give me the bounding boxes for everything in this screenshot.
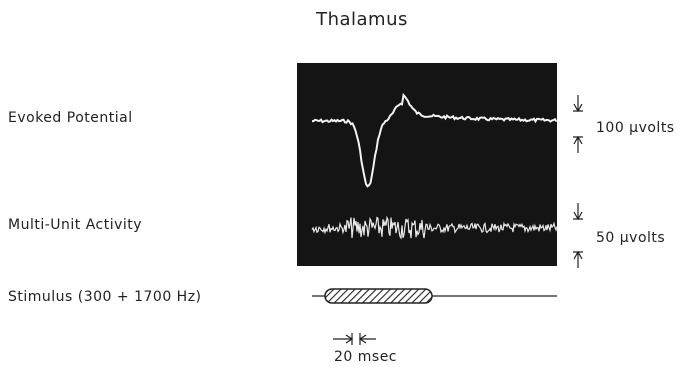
scale-label: 50 μvolts	[596, 230, 665, 246]
time-scale-label: 20 msec	[334, 349, 397, 365]
row-label: Multi-Unit Activity	[8, 217, 142, 233]
scale-label: 100 μvolts	[596, 120, 675, 136]
title: Thalamus	[315, 9, 408, 30]
oscilloscope-screen	[297, 63, 557, 266]
row-label: Stimulus (300 + 1700 Hz)	[8, 289, 202, 305]
figure: Thalamus Evoked Potential Multi-Unit Act…	[0, 0, 681, 367]
stimulus-bar	[325, 289, 432, 303]
row-label: Evoked Potential	[8, 110, 133, 126]
scale-arrows	[573, 95, 583, 268]
page: Thalamus Evoked Potential Multi-Unit Act…	[0, 0, 681, 367]
time-scale-arrows	[333, 333, 376, 345]
